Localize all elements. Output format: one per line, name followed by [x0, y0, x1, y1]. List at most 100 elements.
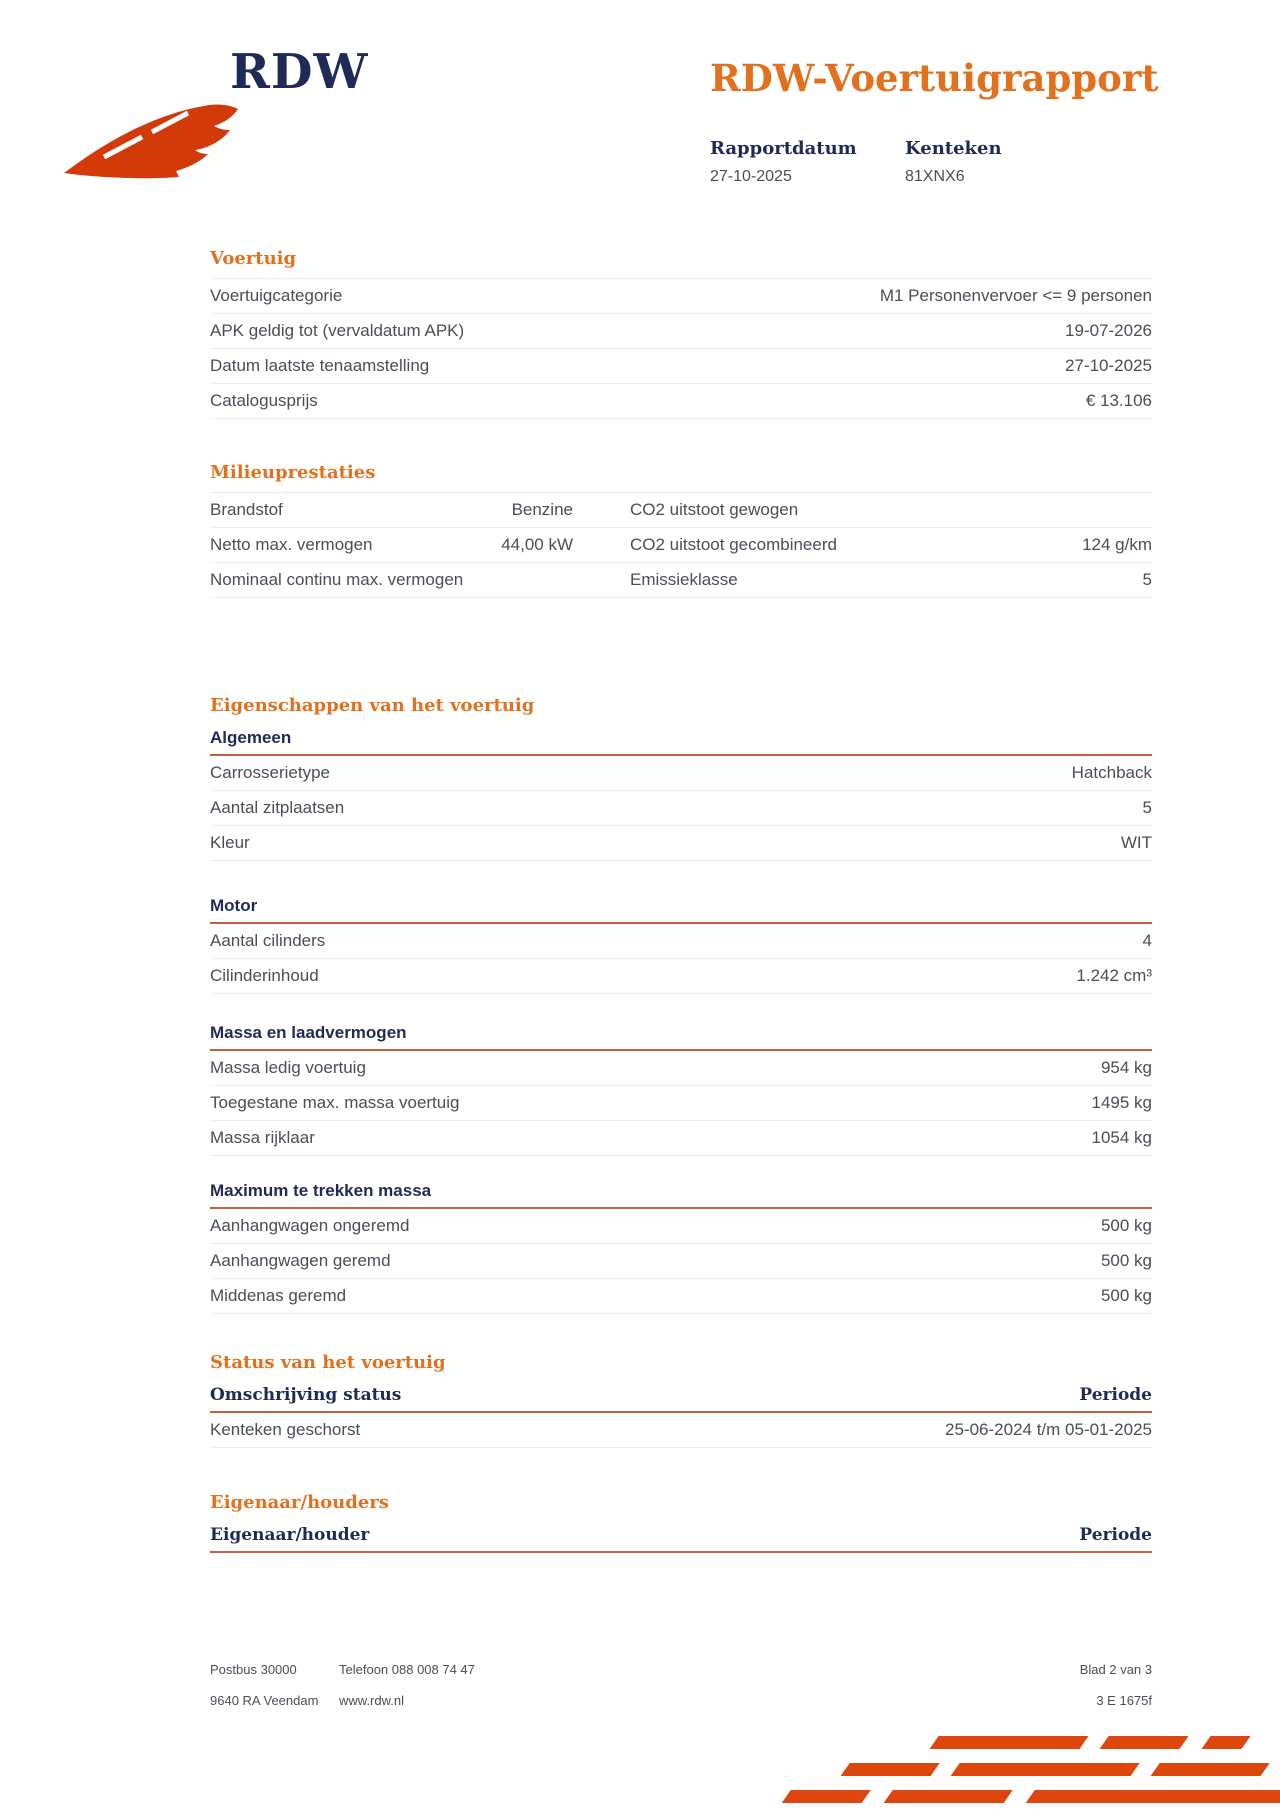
report-date-block: Rapportdatum 27-10-2025 [710, 138, 905, 186]
column-header-row: Eigenaar/houder Periode [210, 1524, 1152, 1546]
row-label: Aantal cilinders [210, 931, 326, 950]
divider [210, 754, 1152, 756]
table-row: Nominaal continu max. vermogen Emissiekl… [210, 563, 1152, 598]
rdw-wing-logo-icon [64, 104, 238, 179]
row-label: CO2 uitstoot gewogen [630, 500, 799, 519]
divider [210, 1207, 1152, 1209]
section-title: Milieuprestaties [210, 462, 376, 483]
table-row: APK geldig tot (vervaldatum APK) 19-07-2… [210, 314, 1152, 349]
table-row: Toegestane max. massa voertuig 1495 kg [210, 1086, 1152, 1121]
section-status: Status van het voertuig Omschrijving sta… [210, 1352, 1152, 1448]
divider [210, 1411, 1152, 1413]
column-header-eigenaar: Eigenaar/houder [210, 1525, 370, 1545]
divider [210, 278, 1152, 279]
column-header-status: Omschrijving status [210, 1385, 402, 1405]
row-label: Middenas geremd [210, 1286, 347, 1305]
divider [210, 1049, 1152, 1051]
table-row: Massa ledig voertuig 954 kg [210, 1051, 1152, 1086]
footer-website-link[interactable]: www.rdw.nl [339, 1693, 405, 1708]
row-label: Datum laatste tenaamstelling [210, 356, 430, 375]
table-row: Kleur WIT [210, 826, 1152, 861]
table-row: Voertuigcategorie M1 Personenvervoer <= … [210, 279, 1152, 314]
row-label: Netto max. vermogen [210, 535, 373, 554]
row-value: 1495 kg [1091, 1093, 1153, 1112]
row-label: Cilinderinhoud [210, 966, 319, 985]
row-label: Massa rijklaar [210, 1128, 315, 1147]
footer-page-number: Blad 2 van 3 [1079, 1662, 1152, 1677]
column-header-row: Omschrijving status Periode [210, 1384, 1152, 1406]
row-value: 44,00 kW [501, 535, 573, 554]
row-value: 27-10-2025 [1065, 356, 1152, 375]
row-value: Hatchback [1071, 763, 1152, 782]
row-value: 19-07-2026 [1065, 321, 1152, 340]
page-title: RDW-Voertuigrapport [710, 56, 1159, 100]
section-title: Eigenaar/houders [210, 1492, 389, 1513]
table-row: Middenas geremd 500 kg [210, 1279, 1152, 1314]
row-label: Massa ledig voertuig [210, 1058, 366, 1077]
row-value: 500 kg [1100, 1216, 1152, 1235]
row-label: Toegestane max. massa voertuig [210, 1093, 460, 1112]
row-label: Nominaal continu max. vermogen [210, 570, 464, 589]
divider [210, 1551, 1152, 1553]
table-row: Datum laatste tenaamstelling 27-10-2025 [210, 349, 1152, 384]
table-row: Aantal cilinders 4 [210, 924, 1152, 959]
row-value: M1 Personenvervoer <= 9 personen [879, 286, 1152, 305]
section-title: Eigenschappen van het voertuig [210, 695, 535, 716]
row-value: WIT [1120, 833, 1152, 852]
rdw-logo-text: RDW [230, 44, 369, 100]
table-row: Netto max. vermogen 44,00 kW CO2 uitstoo… [210, 528, 1152, 563]
row-value: 1054 kg [1091, 1128, 1153, 1147]
row-label: Catalogusprijs [210, 391, 318, 410]
row-value: 1.242 cm³ [1076, 966, 1152, 985]
row-label: Carrosserietype [210, 763, 330, 782]
section-eigenschappen: Eigenschappen van het voertuig Algemeen … [210, 695, 1152, 1314]
row-label: Brandstof [210, 500, 283, 519]
report-date-value: 27-10-2025 [710, 168, 792, 185]
table-row: Carrosserietype Hatchback [210, 756, 1152, 791]
column-header-periode: Periode [1079, 1385, 1152, 1405]
row-label: Aantal zitplaatsen [210, 798, 345, 817]
row-value: 25-06-2024 t/m 05-01-2025 [945, 1420, 1152, 1439]
row-label: APK geldig tot (vervaldatum APK) [210, 321, 465, 340]
table-row: Massa rijklaar 1054 kg [210, 1121, 1152, 1156]
subsection-title-motor: Motor [210, 896, 258, 915]
section-voertuig: Voertuig Voertuigcategorie M1 Personenve… [210, 248, 1152, 419]
license-plate-label: Kenteken [905, 138, 1002, 159]
row-label: Aanhangwagen ongeremd [210, 1216, 410, 1235]
row-value: Benzine [511, 500, 573, 519]
divider [210, 492, 1152, 493]
row-value: € 13.106 [1085, 391, 1152, 410]
section-title: Status van het voertuig [210, 1352, 446, 1373]
row-value: 5 [1142, 570, 1152, 589]
table-row: Catalogusprijs € 13.106 [210, 384, 1152, 419]
table-row: Cilinderinhoud 1.242 cm³ [210, 959, 1152, 994]
report-meta: Rapportdatum 27-10-2025 Kenteken 81XNX6 [710, 138, 1100, 186]
footer-address-line1: Postbus 30000 [210, 1662, 297, 1677]
divider [210, 922, 1152, 924]
row-value: 5 [1142, 798, 1152, 817]
license-plate-value: 81XNX6 [905, 168, 965, 185]
row-label: Kenteken geschorst [210, 1420, 361, 1439]
table-row: Kenteken geschorst 25-06-2024 t/m 05-01-… [210, 1413, 1152, 1448]
row-label: Aanhangwagen geremd [210, 1251, 391, 1270]
footer-stripes-art-icon [781, 1736, 1280, 1803]
row-label: Kleur [210, 833, 250, 852]
report-date-label: Rapportdatum [710, 138, 857, 159]
footer-phone: Telefoon 088 008 74 47 [339, 1662, 475, 1677]
row-label: Voertuigcategorie [210, 286, 343, 305]
subsection-title-algemeen: Algemeen [210, 728, 292, 747]
table-row: Brandstof Benzine CO2 uitstoot gewogen [210, 493, 1152, 528]
section-eigenaar: Eigenaar/houders Eigenaar/houder Periode [210, 1492, 1152, 1553]
footer-doc-code: 3 E 1675f [1096, 1693, 1152, 1708]
subsection-title-trekken-massa: Maximum te trekken massa [210, 1181, 432, 1200]
column-header-periode: Periode [1079, 1525, 1152, 1545]
row-label: CO2 uitstoot gecombineerd [630, 535, 837, 554]
section-milieuprestaties: Milieuprestaties Brandstof Benzine CO2 u… [210, 462, 1152, 598]
row-value: 500 kg [1100, 1286, 1152, 1305]
table-row: Aanhangwagen geremd 500 kg [210, 1244, 1152, 1279]
page-footer: Postbus 30000 Telefoon 088 008 74 47 Bla… [210, 1662, 1152, 1724]
table-row: Aantal zitplaatsen 5 [210, 791, 1152, 826]
license-plate-block: Kenteken 81XNX6 [905, 138, 1100, 186]
footer-address-line2: 9640 RA Veendam [210, 1693, 319, 1708]
